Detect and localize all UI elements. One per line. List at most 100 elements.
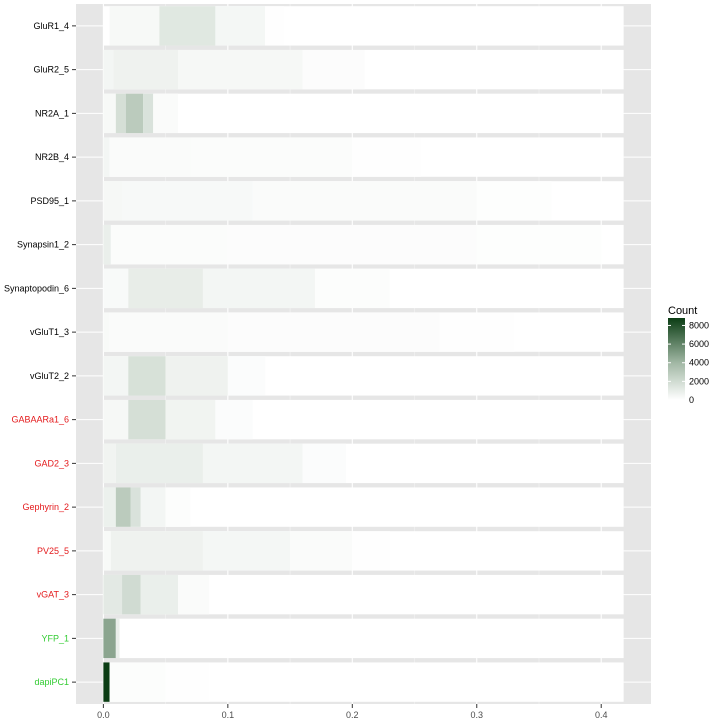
legend: Count 0 2000 4000 6000 8000 [668, 305, 709, 405]
heatmap-tile [115, 443, 203, 484]
heatmap-tile [165, 487, 191, 527]
heatmap-tile [178, 574, 210, 615]
heatmap-tile [103, 487, 116, 527]
legend-tick-label: 6000 [689, 339, 709, 349]
x-tick-label: 0.1 [222, 710, 235, 720]
y-tick-label: GluR1_4 [33, 21, 69, 31]
heatmap-tile [165, 356, 228, 396]
heatmap-tile [103, 268, 129, 309]
heatmap-tile [227, 356, 266, 396]
heatmap-tile [202, 268, 315, 309]
x-tick-label: 0.4 [595, 710, 608, 720]
heatmap-tile [128, 399, 166, 440]
y-tick-label: NR2A_1 [35, 108, 69, 118]
y-axis: GluR1_4 GluR2_5 NR2A_1 NR2B_4 PSD95_1 Synapsi… [4, 21, 76, 687]
x-axis: 0.0 0.1 0.2 0.3 0.4 [97, 704, 607, 720]
heatmap-tile [113, 49, 179, 90]
heatmap-tile [103, 93, 116, 134]
y-tick-label: GABAARa1_6 [11, 415, 69, 425]
y-tick-label: YFP_1 [41, 633, 69, 643]
heatmap-tile [103, 137, 110, 177]
heatmap-tile [110, 224, 228, 265]
heatmap-tile [265, 6, 284, 46]
heatmap-tile [103, 312, 110, 352]
y-tick-label: GAD2_3 [34, 458, 69, 468]
y-tick-label: PSD95_1 [30, 196, 69, 206]
heatmap-tile [290, 531, 353, 571]
y-tick-label: GluR2_5 [33, 65, 69, 75]
heatmap-tile [140, 574, 179, 615]
row-band [103, 618, 624, 659]
heatmap-tile [122, 574, 141, 615]
y-tick-label: vGluT1_3 [30, 327, 69, 337]
heatmap-tile [103, 181, 123, 221]
legend-title: Count [668, 305, 697, 317]
heatmap-tile [115, 618, 120, 659]
heatmap-tile [476, 181, 552, 221]
y-tick-label: Gephyrin_2 [22, 502, 69, 512]
heatmap-tile [165, 399, 216, 440]
heatmap-tile [352, 531, 390, 571]
heatmap-tile [159, 6, 216, 46]
heatmap-tile [109, 6, 160, 46]
heatmap-tile [103, 662, 110, 702]
heatmap-tile [153, 93, 179, 134]
heatmap-tile [103, 531, 111, 571]
legend-tick-label: 0 [689, 395, 694, 405]
x-tick-label: 0.0 [97, 710, 110, 720]
y-tick-label: vGAT_3 [37, 590, 69, 600]
y-tick-label: Synapsin1_2 [17, 240, 69, 250]
heatmap-tile [115, 487, 131, 527]
heatmap-tile [202, 443, 303, 484]
heatmap-tiles [103, 6, 624, 702]
heatmap-tile [125, 93, 144, 134]
x-tick-label: 0.3 [470, 710, 483, 720]
heatmap-tile [103, 224, 111, 265]
legend-tick-label: 4000 [689, 358, 709, 368]
heatmap-tile [178, 49, 303, 90]
heatmap-tile [110, 531, 203, 571]
heatmap-tile [128, 268, 203, 309]
heatmap-tile [109, 137, 191, 177]
x-tick-label: 0.2 [346, 710, 359, 720]
heatmap-tile [109, 662, 166, 702]
heatmap-tile [103, 618, 116, 659]
heatmap-tile [103, 443, 116, 484]
heatmap-tile [476, 224, 602, 265]
heatmap-tile [302, 49, 365, 90]
heatmap-tile [165, 662, 210, 702]
heatmap-tile [352, 137, 421, 177]
legend-tick-label: 2000 [689, 376, 709, 386]
y-tick-label: Synaptopodin_6 [4, 283, 69, 293]
heatmap-tile [314, 268, 390, 309]
row-band [103, 93, 624, 134]
legend-ticks: 0 2000 4000 6000 8000 [668, 320, 709, 405]
heatmap-tile [439, 312, 515, 352]
heatmap-tile [302, 443, 347, 484]
heatmap-tile [130, 487, 141, 527]
heatmap-tile [143, 93, 154, 134]
heatmap-tile [103, 574, 123, 615]
heatmap-tile [215, 6, 266, 46]
y-tick-label: dapiPC1 [34, 677, 69, 687]
heatmap-tile [140, 487, 166, 527]
heatmap-tile [103, 49, 114, 90]
heatmap-tile [109, 312, 228, 352]
y-tick-label: PV25_5 [37, 546, 69, 556]
heatmap-tile [215, 399, 253, 440]
heatmap-tile [122, 181, 253, 221]
legend-colorbar [668, 318, 685, 400]
heatmap-tile [115, 93, 126, 134]
heatmap-tile [103, 399, 129, 440]
y-tick-label: NR2B_4 [35, 152, 69, 162]
legend-tick-label: 8000 [689, 320, 709, 330]
heatmap-tile [227, 312, 440, 352]
y-tick-label: vGluT2_2 [30, 371, 69, 381]
heatmap-tile [103, 356, 129, 396]
heatmap-tile [227, 224, 477, 265]
heatmap-tile [190, 137, 353, 177]
heatmap-tile [252, 181, 477, 221]
heatmap-tile [202, 531, 291, 571]
heatmap-tile [128, 356, 166, 396]
